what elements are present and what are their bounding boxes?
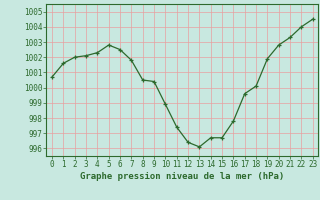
X-axis label: Graphe pression niveau de la mer (hPa): Graphe pression niveau de la mer (hPa) <box>80 172 284 181</box>
